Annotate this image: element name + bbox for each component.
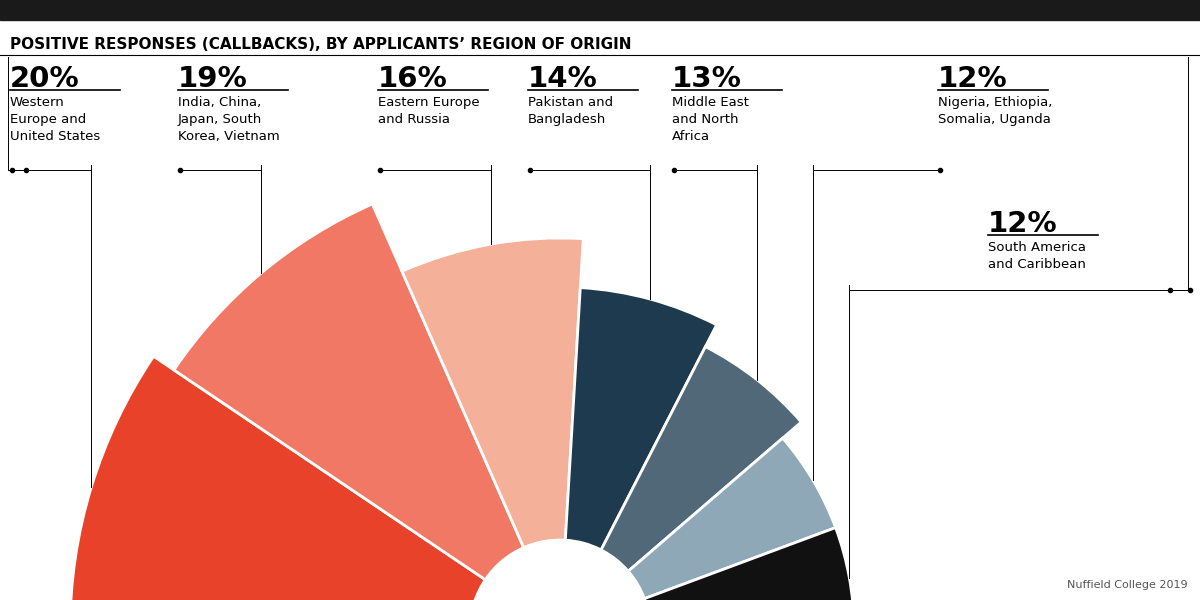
Bar xyxy=(0,0,1200,20)
Text: Middle East
and North
Africa: Middle East and North Africa xyxy=(672,96,749,143)
Text: 13%: 13% xyxy=(672,65,742,93)
Text: 12%: 12% xyxy=(988,210,1057,238)
Wedge shape xyxy=(628,438,835,599)
Text: 16%: 16% xyxy=(378,65,448,93)
Text: POSITIVE RESPONSES (CALLBACKS), BY APPLICANTS’ REGION OF ORIGIN: POSITIVE RESPONSES (CALLBACKS), BY APPLI… xyxy=(10,37,631,52)
Text: 19%: 19% xyxy=(178,65,247,93)
Text: 14%: 14% xyxy=(528,65,598,93)
Wedge shape xyxy=(601,347,802,571)
Text: Western
Europe and
United States: Western Europe and United States xyxy=(10,96,101,143)
Text: India, China,
Japan, South
Korea, Vietnam: India, China, Japan, South Korea, Vietna… xyxy=(178,96,280,143)
Text: Nuffield College 2019: Nuffield College 2019 xyxy=(1067,580,1188,590)
Text: 20%: 20% xyxy=(10,65,79,93)
Wedge shape xyxy=(565,287,716,550)
Wedge shape xyxy=(70,356,485,600)
Text: 12%: 12% xyxy=(938,65,1008,93)
Text: Nigeria, Ethiopia,
Somalia, Uganda: Nigeria, Ethiopia, Somalia, Uganda xyxy=(938,96,1052,126)
Text: Eastern Europe
and Russia: Eastern Europe and Russia xyxy=(378,96,480,126)
Text: Pakistan and
Bangladesh: Pakistan and Bangladesh xyxy=(528,96,613,126)
Wedge shape xyxy=(174,204,523,580)
Wedge shape xyxy=(402,238,583,548)
Wedge shape xyxy=(644,527,854,600)
Text: South America
and Caribbean: South America and Caribbean xyxy=(988,241,1086,271)
